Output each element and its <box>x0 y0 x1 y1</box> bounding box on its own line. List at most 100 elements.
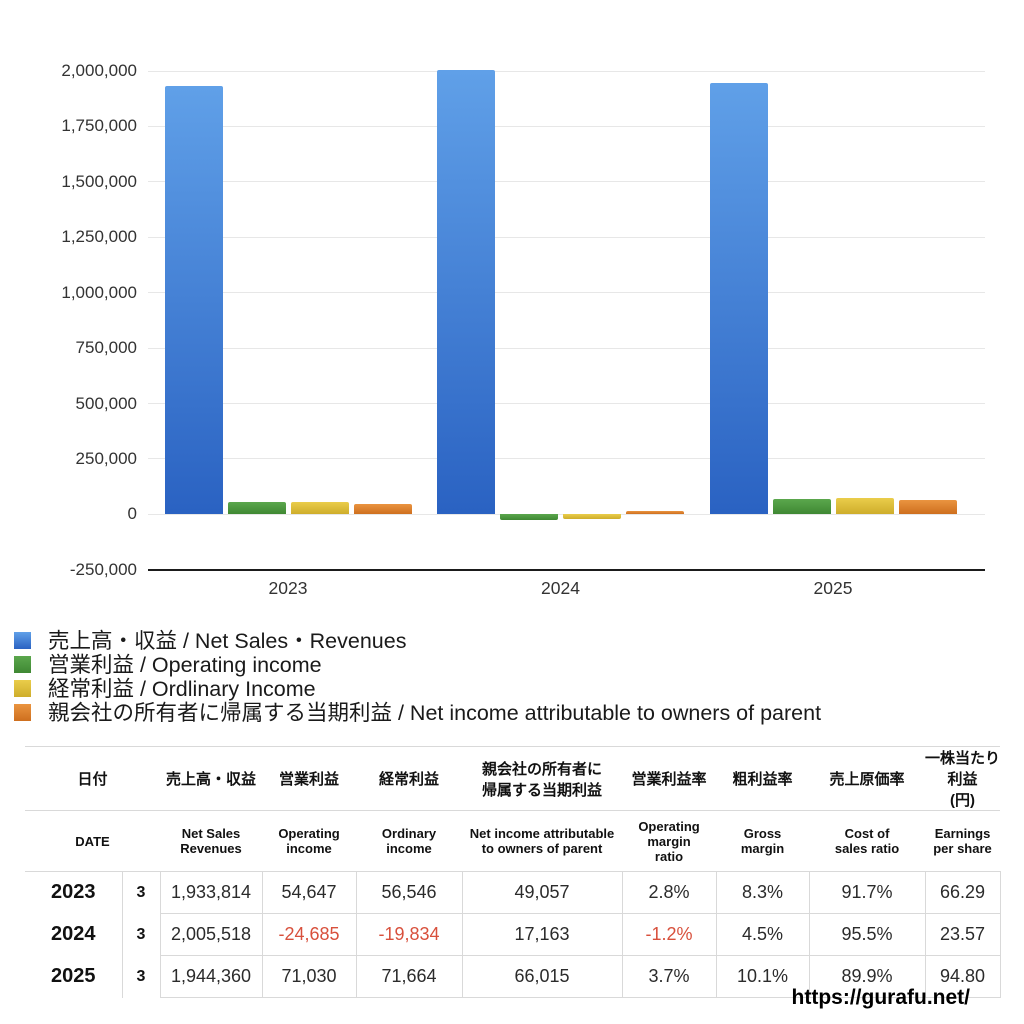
table-header-jp-cell: 日付 <box>25 746 161 811</box>
table-row: 2024 3 2,005,518 -24,685 -19,834 17,163 -1.2% 4… <box>25 913 1001 956</box>
value-cell: 94.80 <box>924 955 1001 998</box>
table-header-en-cell: Ordinary income <box>356 810 463 872</box>
table-header-en-row: DATE Net Sales Revenues Operating income Or… <box>25 810 1001 872</box>
legend-item: 営業利益 / Operating income <box>14 653 821 677</box>
bar-ordinary-income-2023 <box>290 501 349 515</box>
table-row: 2025 3 1,944,360 71,030 71,664 66,015 3.7% 10.1… <box>25 955 1001 998</box>
legend-label: 営業利益 / Operating income <box>48 653 322 677</box>
bar-net-sales-2024 <box>437 69 495 515</box>
table-header-jp-row: 日付 売上高・収益 営業利益 経常利益 親会社の所有者に 帰属する当期利益 営業利益率 粗利… <box>25 746 1000 811</box>
bar-operating-income-2024 <box>500 514 558 520</box>
value-cell: 66,015 <box>461 955 623 998</box>
bar-operating-income-2025 <box>772 498 831 515</box>
legend-swatch-icon <box>14 632 31 649</box>
legend-swatch-icon <box>14 656 31 673</box>
y-axis-tick-label: 1,500,000 <box>61 171 137 191</box>
value-cell: 2.8% <box>621 871 717 914</box>
year-cell: 2025 <box>51 965 96 987</box>
table-header-jp-cell: 粗利益率 <box>716 746 810 811</box>
value-cell: -19,834 <box>355 913 463 956</box>
bar-net-income-parent-2024 <box>626 510 684 515</box>
value-cell: 71,030 <box>261 955 357 998</box>
table-header-jp-cell: 売上高・収益 <box>160 746 263 811</box>
x-axis-category-label: 2025 <box>813 578 853 598</box>
table-header-en-cell: Net Sales Revenues <box>160 810 263 872</box>
table-header-jp-cell: 一株当たり利益 (円) <box>925 746 1000 811</box>
month-cell: 3 <box>121 913 161 956</box>
table-header-en-cell: Operating margin ratio <box>622 810 717 872</box>
bar-net-income-parent-2023 <box>353 503 412 515</box>
table-row: 2023 3 1,933,814 54,647 56,546 49,057 2.8% 8.3%… <box>25 871 1001 914</box>
value-cell: -24,685 <box>261 913 357 956</box>
month-cell: 3 <box>121 955 161 998</box>
gridline <box>148 70 985 72</box>
bar-net-sales-2025 <box>709 83 768 515</box>
value-cell: -1.2% <box>621 913 717 956</box>
legend-swatch-icon <box>14 704 31 721</box>
value-cell: 10.1% <box>715 955 810 998</box>
legend-label: 売上高・収益 / Net Sales・Revenues <box>48 629 407 653</box>
legend-item: 経常利益 / Ordlinary Income <box>14 677 821 701</box>
value-cell: 54,647 <box>261 871 357 914</box>
legend-label: 親会社の所有者に帰属する当期利益 / Net income attributab… <box>48 701 822 725</box>
y-axis-tick-label: 1,000,000 <box>61 282 137 302</box>
value-cell: 2,005,518 <box>159 913 263 956</box>
table-header-en-cell: Cost of sales ratio <box>809 810 926 872</box>
bar-net-income-parent-2025 <box>898 499 957 515</box>
table-header-jp-cell: 営業利益率 <box>622 746 717 811</box>
chart-legend: 売上高・収益 / Net Sales・Revenues 営業利益 / Operat… <box>14 629 821 725</box>
month-cell: 3 <box>121 871 161 914</box>
gridline <box>148 347 985 349</box>
value-cell: 23.57 <box>924 913 1001 956</box>
table-header-en-cell: Gross margin <box>716 810 810 872</box>
legend-label: 経常利益 / Ordlinary Income <box>48 677 316 701</box>
value-cell: 95.5% <box>808 913 926 956</box>
y-axis-tick-label: 0 <box>127 504 137 524</box>
value-cell: 91.7% <box>808 871 926 914</box>
table-header-jp-cell: 売上原価率 <box>809 746 926 811</box>
legend-swatch-icon <box>14 680 31 697</box>
gridline <box>148 292 985 294</box>
y-axis-tick-label: 500,000 <box>75 393 137 413</box>
x-axis-line <box>148 568 985 571</box>
table-header-en-cell: Earnings per share <box>925 810 1001 872</box>
bar-ordinary-income-2024 <box>563 514 621 519</box>
legend-item: 売上高・収益 / Net Sales・Revenues <box>14 629 821 653</box>
year-cell: 2024 <box>51 923 96 945</box>
site-url-watermark: https://gurafu.net/ <box>791 986 970 1009</box>
y-axis-tick-label: 750,000 <box>75 338 137 358</box>
table-header-en-cell: Operating income <box>262 810 357 872</box>
value-cell: 4.5% <box>715 913 810 956</box>
gridline <box>148 236 985 238</box>
value-cell: 66.29 <box>924 871 1001 914</box>
bar-net-sales-2023 <box>164 85 223 515</box>
year-cell: 2023 <box>51 881 96 904</box>
value-cell: 89.9% <box>808 955 926 998</box>
gridline <box>148 181 985 183</box>
y-axis-tick-label: 2,000,000 <box>61 61 137 80</box>
x-axis-category-label: 2023 <box>268 578 308 598</box>
legend-item: 親会社の所有者に帰属する当期利益 / Net income attributab… <box>14 701 821 725</box>
value-cell: 71,664 <box>355 955 463 998</box>
gridline <box>148 125 985 127</box>
table-header-jp-cell: 経常利益 <box>356 746 463 811</box>
value-cell: 1,944,360 <box>159 955 263 998</box>
table-header-jp-cell: 親会社の所有者に 帰属する当期利益 <box>462 746 623 811</box>
bar-ordinary-income-2025 <box>835 498 894 515</box>
bar-operating-income-2023 <box>227 502 286 515</box>
gridline <box>148 403 985 405</box>
value-cell: 49,057 <box>461 871 623 914</box>
value-cell: 3.7% <box>621 955 717 998</box>
y-axis-tick-label: 1,750,000 <box>61 116 137 136</box>
value-cell: 56,546 <box>355 871 463 914</box>
value-cell: 8.3% <box>715 871 810 914</box>
table-header-en-cell: DATE <box>25 810 161 872</box>
y-axis-tick-label: -250,000 <box>69 559 137 579</box>
gridline <box>148 458 985 460</box>
table-header-jp-cell: 営業利益 <box>262 746 357 811</box>
financial-data-table: 日付 売上高・収益 営業利益 経常利益 親会社の所有者に 帰属する当期利益 営業利益率 粗利… <box>25 746 1001 998</box>
y-axis-tick-label: 250,000 <box>75 448 137 468</box>
table-header-en-cell: Net income attributable to owners of par… <box>462 810 623 872</box>
x-axis-category-label: 2024 <box>541 578 580 598</box>
